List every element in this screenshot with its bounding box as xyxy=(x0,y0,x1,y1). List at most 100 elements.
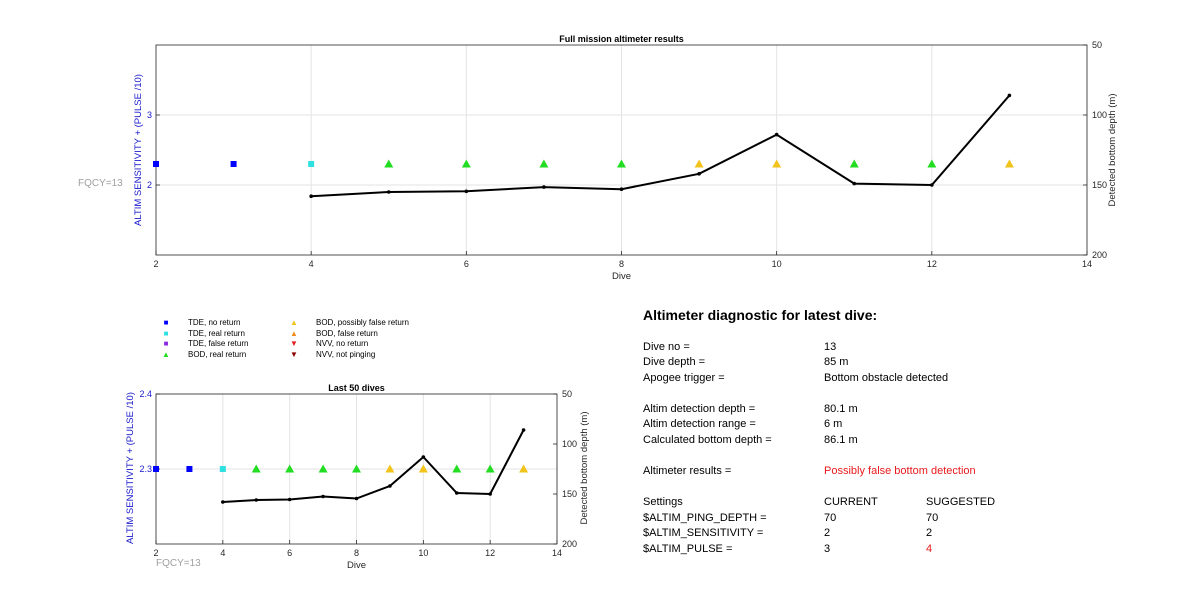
calc-depth-value: 86.1 m xyxy=(824,434,858,446)
marker-square xyxy=(186,466,193,472)
calc-depth-row: Calculated bottom depth = 86.1 m xyxy=(643,434,1183,448)
legend-item: ▲ BOD, real return xyxy=(160,350,246,359)
dive-no-row: Dive no = 13 xyxy=(643,341,1183,355)
marker-triangle xyxy=(539,159,549,168)
x-axis-label: Dive xyxy=(347,560,366,571)
legend-label: TDE, no return xyxy=(188,318,241,327)
legend-label: BOD, possibly false return xyxy=(316,318,409,327)
settings-label: Settings xyxy=(643,496,683,508)
marker-triangle xyxy=(1004,159,1014,168)
bottom-depth-point xyxy=(221,500,225,504)
bottom-depth-point xyxy=(930,183,934,187)
altim-range-row: Altim detection range = 6 m xyxy=(643,418,1183,432)
marker-square xyxy=(153,466,159,472)
bottom-depth-point xyxy=(388,484,392,488)
marker-triangle xyxy=(418,464,428,473)
legend-item: ■ TDE, false return xyxy=(160,339,249,348)
apogee-value: Bottom obstacle detected xyxy=(824,372,949,384)
marker-triangle xyxy=(251,464,261,473)
chart-legend: ■ TDE, no return ■ TDE, real return ■ TDE, fa… xyxy=(160,318,450,366)
suggested-header: SUGGESTED xyxy=(926,496,996,508)
y-left-tick-label: 2 xyxy=(147,180,152,190)
bottom-depth-point xyxy=(1007,93,1012,98)
x-tick-label: 14 xyxy=(1082,259,1092,269)
legend-label: NVV, no return xyxy=(316,339,369,348)
marker-triangle xyxy=(772,159,782,168)
legend-item: ▲ BOD, false return xyxy=(288,329,378,338)
x-axis-label: Dive xyxy=(612,271,631,282)
sensitivity-current: 2 xyxy=(824,527,831,539)
pulse-row: $ALTIM_PULSE = 3 4 xyxy=(643,543,1183,557)
altim-depth-row: Altim detection depth = 80.1 m xyxy=(643,403,1183,417)
legend-marker-icon: ▼ xyxy=(290,339,298,348)
marker-triangle xyxy=(385,464,395,473)
fqcy-label: FQCY=13 xyxy=(156,558,201,569)
dive-no-value: 13 xyxy=(824,341,837,353)
legend-label: BOD, false return xyxy=(316,328,378,338)
x-tick-label: 10 xyxy=(772,259,782,269)
bottom-depth-point xyxy=(488,492,492,496)
altim-range-value: 6 m xyxy=(824,418,843,430)
marker-triangle xyxy=(384,159,394,168)
y-left-tick-label: 2.3 xyxy=(139,464,152,474)
bottom-depth-point xyxy=(464,189,469,194)
y-left-axis-label: ALTIM SENSITIVITY + (PULSE /10) xyxy=(125,392,136,544)
legend-item: ▲ BOD, possibly false return xyxy=(288,318,409,327)
sensitivity-suggested: 2 xyxy=(926,527,933,539)
legend-label: BOD, real return xyxy=(188,349,247,359)
bottom-depth-point xyxy=(254,498,259,502)
x-tick-label: 8 xyxy=(619,259,624,269)
x-tick-label: 2 xyxy=(153,548,158,558)
x-tick-label: 4 xyxy=(220,548,225,558)
marker-triangle xyxy=(352,464,361,473)
marker-square xyxy=(230,161,237,167)
marker-triangle xyxy=(461,159,471,168)
legend-marker-icon: ■ xyxy=(163,328,169,338)
y-left-tick-label: 3 xyxy=(147,110,152,120)
bottom-depth-point xyxy=(287,497,292,502)
y-right-tick-label: 100 xyxy=(1092,110,1107,120)
marker-square xyxy=(308,161,315,167)
legend-item: ■ TDE, real return xyxy=(160,329,245,338)
bottom-depth-point xyxy=(542,185,546,189)
results-row: Altimeter results = Possibly false botto… xyxy=(643,465,1183,479)
dive-depth-label: Dive depth = xyxy=(643,356,706,368)
marker-triangle xyxy=(849,159,859,168)
calc-depth-label: Calculated bottom depth = xyxy=(643,434,772,446)
marker-square xyxy=(219,466,226,472)
bottom-depth-point xyxy=(421,455,426,459)
bottom-depth-line xyxy=(311,94,1011,198)
marker-square xyxy=(153,161,159,167)
altimeter-diagnostic-panel: Altimeter diagnostic for latest dive: Di… xyxy=(643,305,1183,605)
y-right-tick-label: 150 xyxy=(562,489,577,499)
x-tick-label: 10 xyxy=(418,548,428,558)
y-left-axis-label: ALTIM SENSITIVITY + (PULSE /10) xyxy=(133,74,144,226)
current-header: CURRENT xyxy=(824,496,878,508)
bottom-depth-point xyxy=(386,190,391,194)
legend-label: NVV, not pinging xyxy=(316,349,376,359)
bottom-depth-point xyxy=(521,428,526,432)
y-right-tick-label: 150 xyxy=(1092,180,1107,190)
legend-label: TDE, real return xyxy=(188,328,245,338)
marker-triangle xyxy=(617,159,626,168)
legend-marker-icon: ■ xyxy=(163,318,169,327)
altim-depth-value: 80.1 m xyxy=(824,403,858,415)
legend-marker-icon: ■ xyxy=(163,339,169,348)
bottom-depth-point xyxy=(619,187,624,191)
y-right-tick-label: 50 xyxy=(1092,40,1102,50)
x-tick-label: 14 xyxy=(552,548,562,558)
x-tick-label: 4 xyxy=(309,259,314,269)
marker-triangle xyxy=(285,464,295,473)
x-tick-label: 8 xyxy=(354,548,359,558)
apogee-row: Apogee trigger = Bottom obstacle detecte… xyxy=(643,372,1183,386)
altim-range-label: Altim detection range = xyxy=(643,418,756,430)
settings-header-row: Settings CURRENT SUGGESTED xyxy=(643,496,1183,510)
legend-label: TDE, false return xyxy=(188,339,249,348)
pulse-current: 3 xyxy=(824,543,831,555)
results-value: Possibly false bottom detection xyxy=(824,465,976,477)
x-tick-label: 2 xyxy=(153,259,158,269)
fqcy-label: FQCY=13 xyxy=(78,178,123,189)
marker-triangle xyxy=(452,464,462,473)
legend-item: ▼ NVV, not pinging xyxy=(288,350,375,359)
pulse-suggested: 4 xyxy=(926,543,933,555)
